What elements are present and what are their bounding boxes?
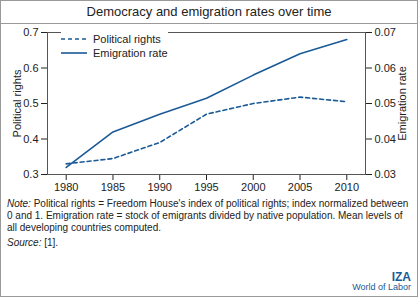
html-text:IZA: IZA bbox=[391, 270, 411, 284]
svg-text:Political rights: Political rights bbox=[11, 69, 23, 137]
svg-text:1980: 1980 bbox=[54, 181, 78, 193]
svg-text:0.3: 0.3 bbox=[23, 168, 38, 180]
svg-text:2000: 2000 bbox=[241, 181, 265, 193]
svg-text:2010: 2010 bbox=[335, 181, 359, 193]
html-text:Emigration rate: Emigration rate bbox=[93, 47, 168, 59]
svg-text:0.04: 0.04 bbox=[375, 133, 396, 145]
svg-text:0.6: 0.6 bbox=[23, 62, 38, 74]
svg-text:0.03: 0.03 bbox=[375, 168, 396, 180]
svg-text:0.07: 0.07 bbox=[375, 26, 396, 38]
svg-text:0.4: 0.4 bbox=[23, 133, 38, 145]
svg-text:1990: 1990 bbox=[147, 181, 171, 193]
svg-text:1995: 1995 bbox=[194, 181, 218, 193]
html-text:Note: Political rights = Freed: Note: Political rights = Freedom House's… bbox=[7, 198, 409, 233]
svg-text:2005: 2005 bbox=[288, 181, 312, 193]
svg-text:Emigration rate: Emigration rate bbox=[396, 66, 408, 141]
svg-text:0.7: 0.7 bbox=[23, 26, 38, 38]
html-text:World of Labor: World of Labor bbox=[352, 282, 411, 292]
html-text:Political rights: Political rights bbox=[93, 33, 161, 45]
svg-text:1985: 1985 bbox=[101, 181, 125, 193]
svg-text:0.05: 0.05 bbox=[375, 97, 396, 109]
html-text:Source: [1].: Source: [1]. bbox=[7, 237, 59, 248]
svg-text:0.5: 0.5 bbox=[23, 97, 38, 109]
svg-text:0.06: 0.06 bbox=[375, 62, 396, 74]
html-text:Democracy and emigration rates: Democracy and emigration rates over time bbox=[86, 4, 332, 19]
